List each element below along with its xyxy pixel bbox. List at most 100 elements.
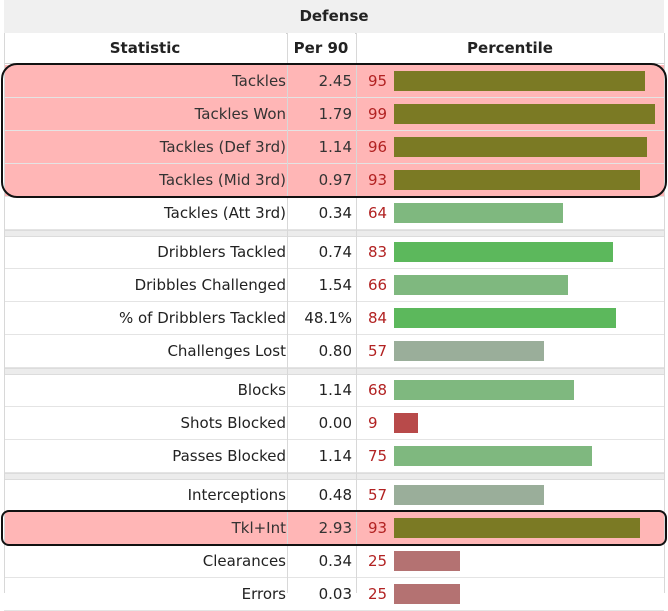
row-per90: 1.14 [318, 381, 352, 399]
row-divider [4, 367, 664, 368]
percentile-bar [394, 380, 574, 400]
table-row: Clearances 0.34 25 [4, 545, 664, 577]
table-row: Dribblers Tackled 0.74 83 [4, 236, 664, 268]
row-per90: 1.79 [318, 105, 352, 123]
table-row: Blocks 1.14 68 [4, 374, 664, 406]
table-row: % of Dribblers Tackled 48.1% 84 [4, 302, 664, 334]
row-per90: 0.34 [318, 204, 352, 222]
row-percentile-label: 96 [368, 138, 388, 156]
percentile-bar [394, 341, 544, 361]
column-divider [664, 33, 665, 593]
row-percentile-label: 75 [368, 447, 388, 465]
row-statistic: % of Dribblers Tackled [118, 309, 286, 327]
table-title: Defense [4, 0, 664, 34]
percentile-bar [394, 275, 568, 295]
percentile-bar [394, 308, 616, 328]
row-statistic: Blocks [237, 381, 286, 399]
table-row: Tackles Won 1.79 99 [4, 98, 664, 130]
row-per90: 1.54 [318, 276, 352, 294]
table-row: Tackles (Def 3rd) 1.14 96 [4, 131, 664, 163]
row-percentile-label: 93 [368, 519, 388, 537]
percentile-bar [394, 242, 613, 262]
percentile-bar [394, 551, 460, 571]
table-row: Dribbles Challenged 1.54 66 [4, 269, 664, 301]
percentile-bar [394, 518, 640, 538]
table-row: Shots Blocked 0.00 9 [4, 407, 664, 439]
row-divider [4, 439, 664, 440]
row-percentile-label: 66 [368, 276, 388, 294]
row-percentile-label: 84 [368, 309, 388, 327]
table-row: Tackles (Att 3rd) 0.34 64 [4, 197, 664, 229]
group-separator [4, 368, 664, 375]
row-statistic: Tackles Won [194, 105, 286, 123]
row-statistic: Clearances [202, 552, 286, 570]
row-per90: 0.74 [318, 243, 352, 261]
header-per90[interactable]: Per 90 [287, 33, 355, 64]
row-divider [4, 472, 664, 473]
row-divider [4, 268, 664, 269]
percentile-bar [394, 104, 655, 124]
row-per90: 0.03 [318, 585, 352, 603]
row-per90: 2.93 [318, 519, 352, 537]
row-percentile-label: 95 [368, 72, 388, 90]
row-per90: 0.48 [318, 486, 352, 504]
row-percentile-label: 83 [368, 243, 388, 261]
row-statistic: Interceptions [187, 486, 286, 504]
row-statistic: Tkl+Int [231, 519, 286, 537]
row-per90: 0.80 [318, 342, 352, 360]
row-divider [4, 163, 664, 164]
header-statistic[interactable]: Statistic [4, 33, 286, 64]
row-divider [4, 97, 664, 98]
group-separator [4, 230, 664, 237]
row-statistic: Tackles [231, 72, 286, 90]
table-row: Tkl+Int 2.93 93 [4, 512, 664, 544]
row-per90: 0.97 [318, 171, 352, 189]
column-divider [287, 33, 288, 593]
row-statistic: Tackles (Att 3rd) [164, 204, 286, 222]
table-row: Tackles 2.45 95 [4, 65, 664, 97]
row-percentile-label: 93 [368, 171, 388, 189]
percentile-bar [394, 446, 592, 466]
row-percentile-label: 25 [368, 552, 388, 570]
column-divider [4, 33, 5, 593]
row-per90: 48.1% [304, 309, 352, 327]
row-per90: 1.14 [318, 447, 352, 465]
column-divider [356, 33, 357, 593]
table-row: Tackles (Mid 3rd) 0.97 93 [4, 164, 664, 196]
row-divider [4, 406, 664, 407]
row-statistic: Passes Blocked [172, 447, 286, 465]
row-percentile-label: 64 [368, 204, 388, 222]
row-statistic: Shots Blocked [180, 414, 286, 432]
percentile-bar [394, 137, 647, 157]
percentile-bar [394, 71, 645, 91]
header-percentile[interactable]: Percentile [356, 33, 664, 64]
row-percentile-label: 57 [368, 486, 388, 504]
percentile-bar [394, 203, 563, 223]
row-divider [4, 577, 664, 578]
row-per90: 0.34 [318, 552, 352, 570]
row-percentile-label: 9 [368, 414, 378, 432]
row-statistic: Errors [241, 585, 286, 603]
table-row: Challenges Lost 0.80 57 [4, 335, 664, 367]
percentile-bar [394, 170, 640, 190]
row-statistic: Dribbles Challenged [134, 276, 286, 294]
row-statistic: Tackles (Mid 3rd) [159, 171, 286, 189]
row-percentile-label: 68 [368, 381, 388, 399]
row-percentile-label: 57 [368, 342, 388, 360]
row-percentile-label: 99 [368, 105, 388, 123]
row-per90: 1.14 [318, 138, 352, 156]
row-per90: 2.45 [318, 72, 352, 90]
row-per90: 0.00 [318, 414, 352, 432]
table-row: Passes Blocked 1.14 75 [4, 440, 664, 472]
row-divider [4, 301, 664, 302]
row-statistic: Tackles (Def 3rd) [159, 138, 286, 156]
row-statistic: Challenges Lost [167, 342, 286, 360]
percentile-bar [394, 584, 460, 604]
row-divider [4, 130, 664, 131]
percentile-bar [394, 485, 544, 505]
row-divider [4, 229, 664, 230]
table-row: Errors 0.03 25 [4, 578, 664, 610]
row-percentile-label: 25 [368, 585, 388, 603]
group-separator [4, 473, 664, 480]
